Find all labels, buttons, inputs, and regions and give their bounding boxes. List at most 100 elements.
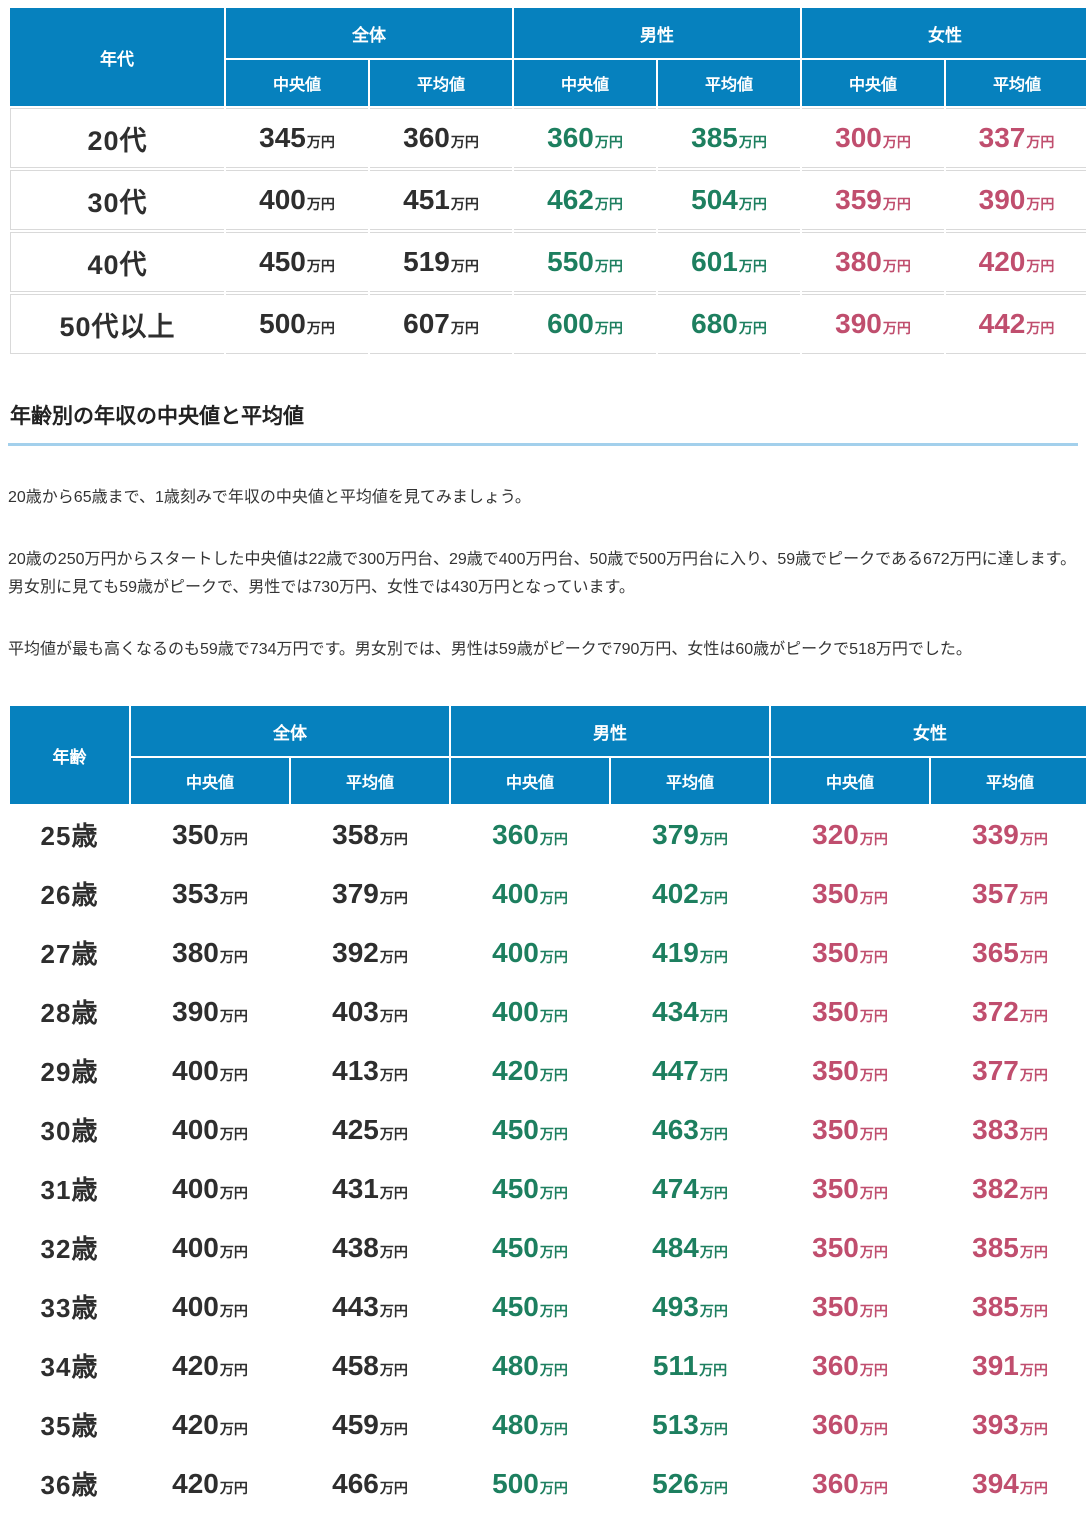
value-number: 392 [332, 936, 379, 968]
value-cell: 400万円 [451, 865, 609, 922]
value-cell: 443万円 [291, 1278, 449, 1335]
value-cell: 474万円 [611, 1160, 769, 1217]
value-number: 400 [492, 877, 539, 909]
value-number: 390 [835, 308, 882, 339]
value-cell: 413万円 [291, 1042, 449, 1099]
section-heading: 年齢別の年収の中央値と平均値 [8, 400, 1078, 446]
value-cell: 365万円 [931, 924, 1086, 981]
col-header-female: 女性 [802, 8, 1086, 58]
value-cell: 420万円 [131, 1396, 289, 1453]
value-number: 350 [812, 877, 859, 909]
value-number: 526 [652, 1467, 699, 1499]
value-cell: 360万円 [771, 1396, 929, 1453]
value-unit: 万円 [379, 1184, 408, 1201]
col-header-overall: 全体 [131, 706, 449, 756]
value-number: 400 [172, 1172, 219, 1204]
value-unit: 万円 [219, 1125, 248, 1142]
value-unit: 万円 [539, 1420, 568, 1437]
value-unit: 万円 [699, 889, 728, 906]
paragraph-average-detail: 平均値が最も高くなるのも59歳で734万円です。男女別では、男性は59歳がピーク… [8, 641, 972, 658]
value-cell: 383万円 [931, 1101, 1086, 1158]
value-cell: 493万円 [611, 1278, 769, 1335]
value-number: 320 [812, 818, 859, 850]
value-number: 372 [972, 995, 1019, 1027]
value-cell: 350万円 [771, 1042, 929, 1099]
value-unit: 万円 [1026, 320, 1055, 336]
row-label: 27歳 [40, 939, 99, 969]
table-row: 30代 400万円 451万円 462万円 504万円 359万円 390万円 [10, 170, 1086, 230]
value-unit: 万円 [219, 1302, 248, 1319]
value-cell: 400万円 [131, 1101, 289, 1158]
value-unit: 万円 [699, 1125, 728, 1142]
value-number: 350 [812, 936, 859, 968]
row-label: 36歳 [40, 1470, 99, 1500]
value-cell: 459万円 [291, 1396, 449, 1453]
value-cell: 393万円 [931, 1396, 1086, 1453]
value-number: 601 [691, 246, 738, 277]
value-cell: 513万円 [611, 1396, 769, 1453]
value-unit: 万円 [539, 1066, 568, 1083]
value-unit: 万円 [594, 258, 623, 274]
value-unit: 万円 [882, 196, 911, 212]
value-cell: 526万円 [611, 1455, 769, 1512]
value-cell: 350万円 [131, 806, 289, 863]
value-cell: 434万円 [611, 983, 769, 1040]
value-unit: 万円 [219, 889, 248, 906]
value-unit: 万円 [859, 889, 888, 906]
value-cell: 480万円 [451, 1396, 609, 1453]
value-unit: 万円 [699, 1243, 728, 1260]
row-label: 30代 [10, 170, 224, 230]
value-cell: 353万円 [131, 865, 289, 922]
table-row: 33歳 400万円 443万円 450万円 493万円 350万円 385万円 [10, 1278, 1086, 1335]
value-unit: 万円 [379, 1302, 408, 1319]
value-cell: 390万円 [946, 170, 1086, 230]
value-cell: 450万円 [451, 1278, 609, 1335]
value-number: 379 [332, 877, 379, 909]
value-number: 350 [812, 1290, 859, 1322]
value-unit: 万円 [539, 1479, 568, 1496]
value-number: 377 [972, 1054, 1019, 1086]
col-header-overall-average: 平均値 [370, 60, 512, 106]
value-number: 459 [332, 1408, 379, 1440]
value-unit: 万円 [219, 1066, 248, 1083]
value-unit: 万円 [379, 889, 408, 906]
value-number: 350 [812, 1172, 859, 1204]
value-cell: 350万円 [771, 1278, 929, 1335]
value-cell: 400万円 [451, 983, 609, 1040]
value-number: 337 [978, 122, 1026, 153]
table-row: 27歳 380万円 392万円 400万円 419万円 350万円 365万円 [10, 924, 1086, 981]
value-unit: 万円 [1019, 1479, 1048, 1496]
value-number: 607 [403, 308, 450, 339]
row-label: 25歳 [40, 821, 99, 851]
value-cell: 300万円 [802, 108, 944, 168]
value-cell: 419万円 [611, 924, 769, 981]
value-number: 419 [652, 936, 699, 968]
row-label: 35歳 [40, 1411, 99, 1441]
value-unit: 万円 [1026, 134, 1055, 150]
value-number: 383 [972, 1113, 1019, 1145]
decade-salary-table: 年代 全体 男性 女性 中央値 平均値 中央値 平均値 中央値 平均値 20代 3… [8, 6, 1086, 356]
value-unit: 万円 [379, 830, 408, 847]
value-number: 442 [978, 308, 1026, 339]
value-cell: 400万円 [131, 1160, 289, 1217]
value-unit: 万円 [1019, 1243, 1048, 1260]
value-number: 385 [972, 1231, 1019, 1263]
col-header-male-median: 中央値 [514, 60, 656, 106]
value-unit: 万円 [859, 1125, 888, 1142]
value-unit: 万円 [859, 830, 888, 847]
value-cell: 462万円 [514, 170, 656, 230]
value-number: 420 [172, 1408, 219, 1440]
value-unit: 万円 [1019, 1007, 1048, 1024]
table-row: 50代以上 500万円 607万円 600万円 680万円 390万円 442万円 [10, 294, 1086, 354]
value-number: 450 [492, 1113, 539, 1145]
value-cell: 360万円 [771, 1455, 929, 1512]
value-number: 350 [812, 1113, 859, 1145]
col-header-age-group: 年代 [10, 8, 224, 106]
value-number: 438 [332, 1231, 379, 1263]
value-number: 350 [812, 1231, 859, 1263]
value-number: 600 [547, 308, 594, 339]
value-number: 447 [652, 1054, 699, 1086]
table-row: 20代 345万円 360万円 360万円 385万円 300万円 337万円 [10, 108, 1086, 168]
col-header-male-average: 平均値 [658, 60, 800, 106]
col-header-male: 男性 [514, 8, 800, 58]
